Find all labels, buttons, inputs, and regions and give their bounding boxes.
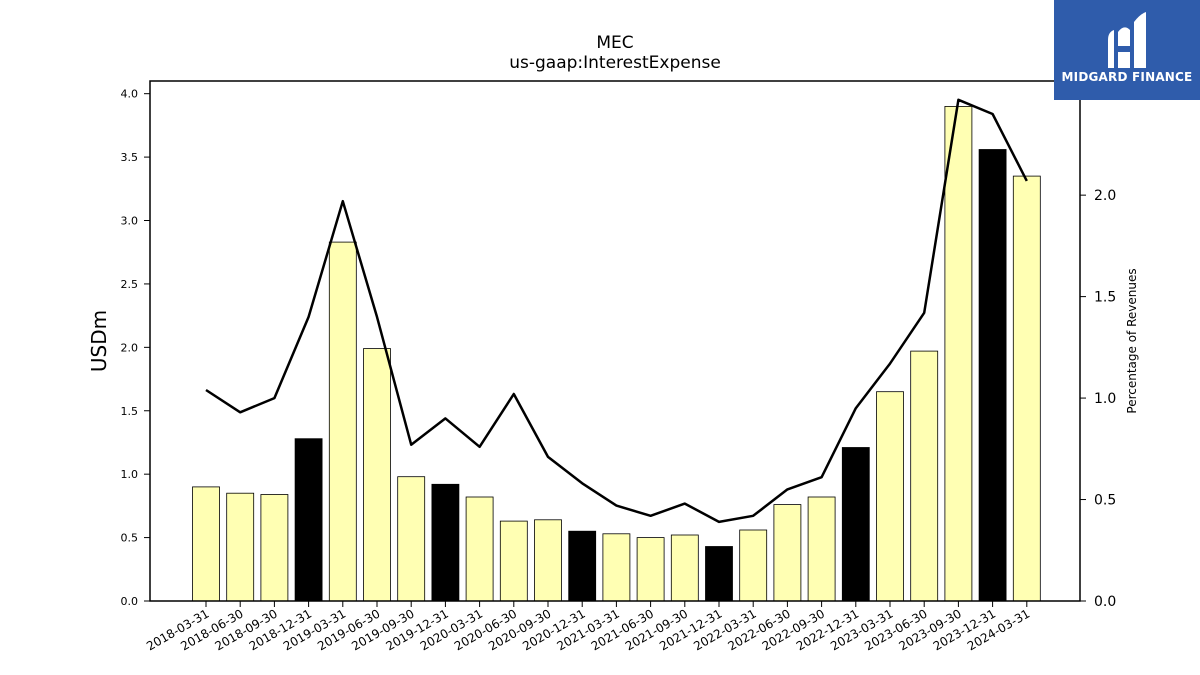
bar-2024-03-31 bbox=[1012, 175, 1041, 602]
y2-tick-label: 0.0 bbox=[1094, 594, 1116, 610]
chart-title: MEC bbox=[596, 33, 633, 53]
y-tick-label: 0.0 bbox=[121, 595, 139, 608]
midgard-logo-icon bbox=[1108, 12, 1146, 68]
y2-axis: 0.0 0.5 1.0 1.5 2.0 bbox=[1080, 188, 1116, 610]
y2-axis-label: Percentage of Revenues bbox=[1125, 268, 1139, 413]
y-axis: 0.0 0.5 1.0 1.5 2.0 2.5 3.0 3.5 4.0 bbox=[121, 88, 150, 608]
y2-tick-label: 2.0 bbox=[1094, 188, 1116, 204]
y-tick-label: 1.0 bbox=[121, 468, 139, 481]
chart-subtitle: us-gaap:InterestExpense bbox=[509, 53, 721, 73]
y2-tick-label: 1.0 bbox=[1094, 391, 1116, 407]
bar-2020-06-30 bbox=[499, 520, 528, 602]
bar-2021-09-30 bbox=[670, 534, 699, 602]
x-axis: 2018-03-312018-06-302018-09-302018-12-31… bbox=[144, 601, 1032, 653]
bar-2019-09-30 bbox=[397, 476, 426, 602]
bar-2018-06-30 bbox=[226, 492, 255, 602]
bar-2018-03-31 bbox=[192, 486, 220, 602]
y-tick-label: 4.0 bbox=[121, 88, 139, 101]
bar-2018-09-30 bbox=[260, 494, 289, 602]
line-group bbox=[205, 98, 1028, 524]
bar-2018-12-31 bbox=[294, 438, 323, 602]
y-tick-label: 3.0 bbox=[121, 215, 139, 228]
y-axis-label: USDm bbox=[87, 310, 111, 372]
y2-tick-label: 1.5 bbox=[1094, 290, 1116, 306]
y2-tick-label: 0.5 bbox=[1094, 493, 1116, 509]
bar-2021-06-30 bbox=[636, 537, 665, 602]
bar-2019-03-31 bbox=[328, 241, 357, 602]
bar-2022-12-31 bbox=[841, 447, 870, 602]
bar-2019-06-30 bbox=[363, 348, 391, 602]
bar-2022-06-30 bbox=[773, 504, 802, 602]
bar-2022-09-30 bbox=[807, 496, 836, 602]
y-tick-label: 2.0 bbox=[121, 341, 139, 354]
bar-2022-03-31 bbox=[739, 529, 768, 602]
y-tick-label: 3.5 bbox=[121, 151, 139, 164]
series-line bbox=[205, 98, 1028, 524]
bar-2023-09-30 bbox=[944, 106, 973, 602]
y-tick-label: 0.5 bbox=[121, 532, 139, 545]
bar-2023-06-30 bbox=[910, 350, 939, 602]
bar-2019-12-31 bbox=[431, 483, 460, 602]
bar-2021-12-31 bbox=[705, 546, 733, 602]
bar-2020-12-31 bbox=[568, 530, 597, 602]
bar-2020-09-30 bbox=[534, 519, 562, 602]
bar-2020-03-31 bbox=[465, 496, 494, 602]
bar-2021-03-31 bbox=[602, 533, 631, 602]
y-tick-label: 1.5 bbox=[121, 405, 139, 418]
brand-logo: MIDGARD FINANCE bbox=[1054, 0, 1200, 100]
bars-group bbox=[192, 106, 1041, 602]
bar-2023-12-31 bbox=[978, 149, 1007, 602]
y-tick-label: 2.5 bbox=[121, 278, 139, 291]
plot-frame bbox=[149, 80, 1081, 602]
bar-2023-03-31 bbox=[876, 391, 904, 602]
logo-text: MIDGARD FINANCE bbox=[1061, 70, 1193, 84]
